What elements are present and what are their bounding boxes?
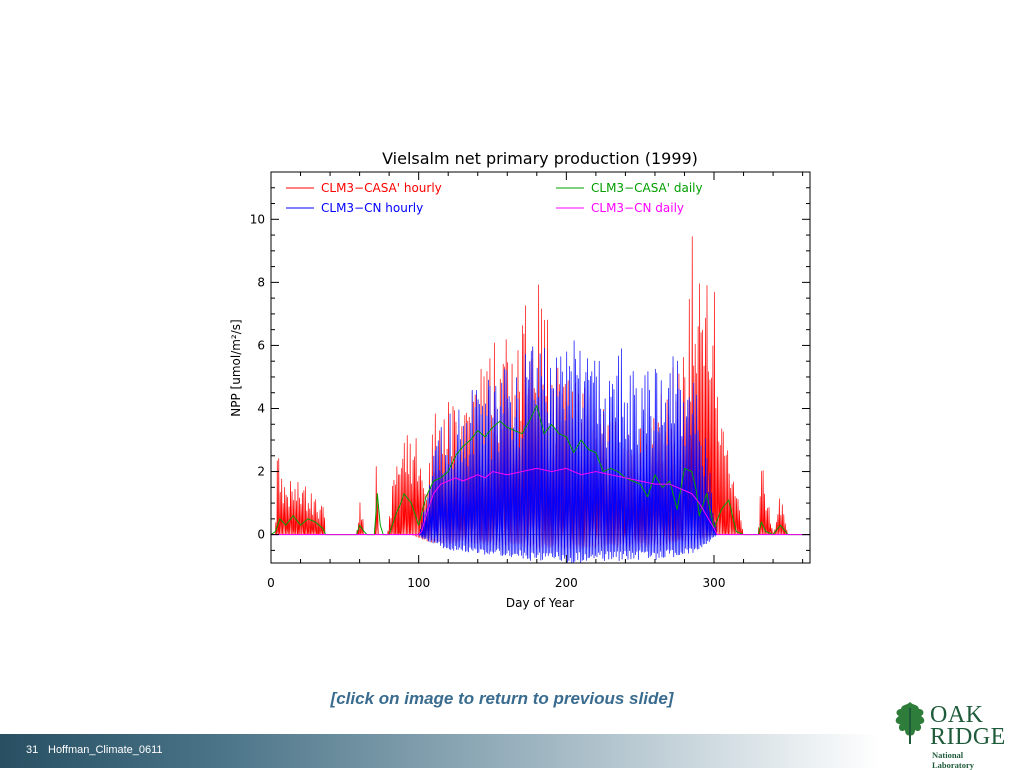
plot-frame — [270, 171, 811, 564]
x-tick-label: 200 — [555, 576, 578, 590]
y-tick-label: 4 — [257, 401, 265, 415]
logo-word-ridge: RIDGE — [930, 724, 1006, 750]
x-axis-label: Day of Year — [506, 596, 574, 610]
series-casa-daily — [271, 404, 810, 536]
logo-subtitle: National Laboratory — [932, 750, 975, 770]
logo-word-oak: OAK — [930, 702, 984, 728]
footer-text: Hoffman_Climate_0611 — [48, 744, 163, 756]
x-tick-label: 100 — [407, 576, 430, 590]
chart-title: Vielsalm net primary production (1999) — [382, 149, 698, 168]
y-tick-label: 2 — [257, 465, 265, 479]
axes: 0 100 200 300 0 2 4 6 8 10 — [250, 172, 810, 590]
legend-label: CLM3−CASA' daily — [591, 181, 703, 195]
series-cn-daily — [271, 467, 810, 536]
legend-cn-daily: CLM3−CN daily — [556, 201, 684, 215]
legend-casa-hourly: CLM3−CASA' hourly — [286, 181, 442, 195]
x-tick-label: 300 — [703, 576, 726, 590]
plot-area — [271, 236, 810, 563]
footer-bar — [0, 734, 880, 768]
npp-chart[interactable]: Vielsalm net primary production (1999) 0… — [0, 0, 1024, 700]
x-tick-label: 0 — [267, 576, 275, 590]
oak-ridge-logo: OAK RIDGE National Laboratory — [892, 700, 1006, 770]
legend-label: CLM3−CN hourly — [321, 201, 423, 215]
y-tick-label: 8 — [257, 275, 265, 289]
y-axis-label: NPP [umol/m²/s] — [229, 319, 243, 416]
oak-leaf-icon — [895, 702, 925, 744]
slide-number: 31 — [26, 744, 39, 756]
legend-label: CLM3−CN daily — [591, 201, 684, 215]
return-link[interactable]: [click on image to return to previous sl… — [330, 689, 674, 708]
y-tick-label: 6 — [257, 338, 265, 352]
y-tick-label: 0 — [257, 528, 265, 542]
chart-legend: CLM3−CASA' hourly CLM3−CN hourly CLM3−CASA… — [286, 181, 703, 215]
legend-casa-daily: CLM3−CASA' daily — [556, 181, 703, 195]
legend-label: CLM3−CASA' hourly — [321, 181, 442, 195]
y-tick-label: 10 — [250, 212, 265, 226]
legend-cn-hourly: CLM3−CN hourly — [286, 201, 423, 215]
